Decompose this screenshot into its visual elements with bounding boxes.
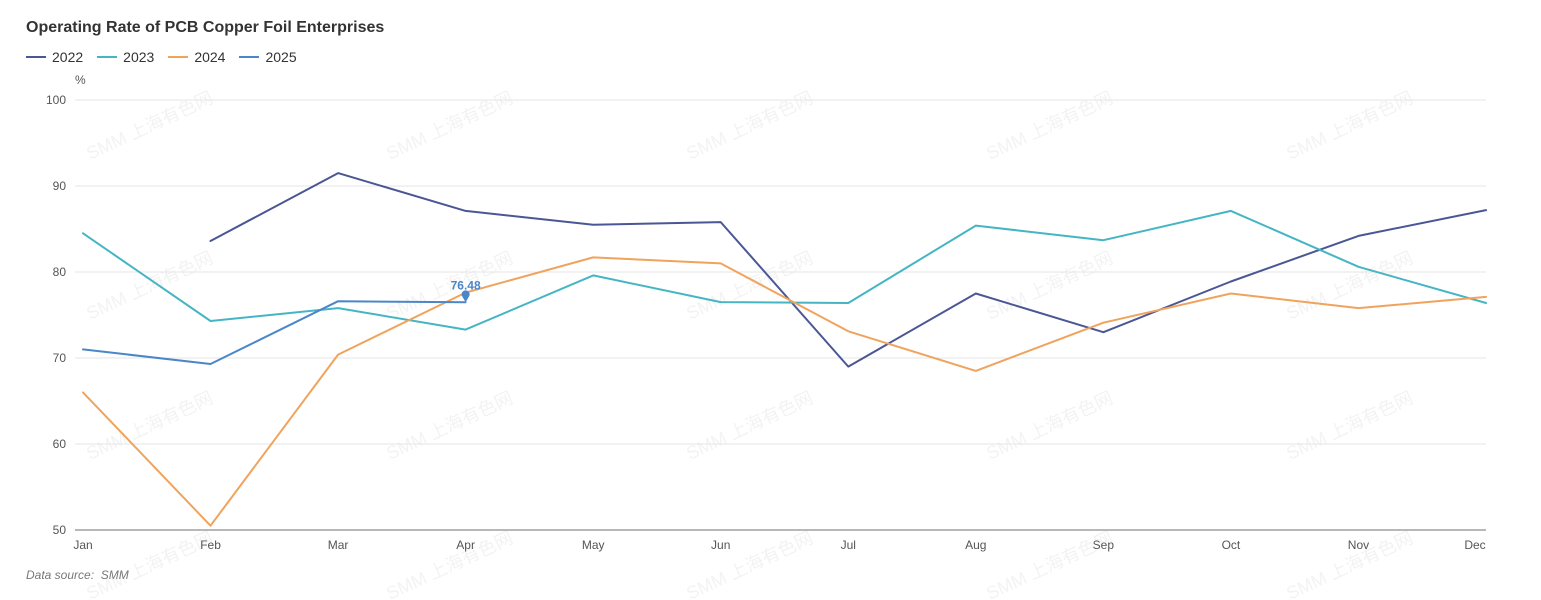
watermark-text: SMM 上海有色网 bbox=[383, 528, 516, 600]
watermark-text: SMM 上海有色网 bbox=[83, 88, 216, 164]
y-tick-label: 70 bbox=[53, 351, 67, 365]
series-line-2022 bbox=[209, 172, 1487, 368]
x-tick-label: Sep bbox=[1093, 538, 1115, 552]
axes: 50 60 70 80 90 100% Jan Feb Mar Apr May Jun Jul Aug Se… bbox=[46, 73, 1486, 552]
watermark-layer: SMM 上海有色网 SMM 上海有色网 SMM 上海有色网 SMM 上海有色网 SMM … bbox=[83, 88, 1416, 600]
legend-item-2025[interactable]: 2025 bbox=[239, 49, 297, 65]
y-tick-label: 50 bbox=[53, 523, 67, 537]
watermark-text: SMM 上海有色网 bbox=[1283, 248, 1416, 324]
watermark-text: SMM 上海有色网 bbox=[83, 248, 216, 324]
data-source-value: SMM bbox=[100, 568, 129, 582]
series-layer bbox=[82, 172, 1487, 527]
series-line-2024 bbox=[82, 256, 1487, 527]
watermark-text: SMM 上海有色网 bbox=[683, 88, 816, 164]
series-line-2025 bbox=[82, 300, 467, 365]
x-tick-label: Aug bbox=[965, 538, 986, 552]
annotation-layer: 76.48 bbox=[451, 278, 481, 303]
legend-swatch bbox=[239, 56, 260, 58]
watermark-text: SMM 上海有色网 bbox=[983, 88, 1116, 164]
legend-label: 2022 bbox=[52, 49, 84, 65]
legend-label: 2024 bbox=[194, 49, 226, 65]
y-axis-unit: % bbox=[75, 73, 86, 87]
data-source: Data source: SMM bbox=[26, 568, 129, 582]
legend-item-2023[interactable]: 2023 bbox=[97, 49, 154, 65]
x-tick-label: Nov bbox=[1348, 538, 1369, 552]
legend-item-2024[interactable]: 2024 bbox=[168, 49, 225, 65]
x-tick-label: Jul bbox=[841, 538, 856, 552]
data-source-label: Data source: bbox=[26, 568, 95, 582]
legend-swatch bbox=[26, 56, 46, 58]
watermark-text: SMM 上海有色网 bbox=[683, 528, 816, 600]
x-tick-label: Feb bbox=[200, 538, 221, 552]
watermark-text: SMM 上海有色网 bbox=[83, 528, 216, 600]
grid-lines bbox=[75, 99, 1486, 445]
watermark-text: SMM 上海有色网 bbox=[383, 248, 516, 324]
watermark-text: SMM 上海有色网 bbox=[1283, 388, 1416, 464]
legend-item-2022[interactable]: 2022 bbox=[26, 49, 83, 65]
x-tick-label: Dec bbox=[1464, 538, 1485, 552]
annotation-marker bbox=[461, 290, 470, 303]
chart-title: Operating Rate of PCB Copper Foil Enterp… bbox=[26, 19, 385, 36]
y-tick-label: 90 bbox=[53, 179, 67, 193]
watermark-text: SMM 上海有色网 bbox=[383, 88, 516, 164]
watermark-text: SMM 上海有色网 bbox=[983, 388, 1116, 464]
watermark-text: SMM 上海有色网 bbox=[1283, 88, 1416, 164]
x-tick-label: Apr bbox=[456, 538, 475, 552]
y-tick-label: 60 bbox=[53, 437, 67, 451]
series-line-2023 bbox=[82, 209, 1487, 331]
watermark-text: SMM 上海有色网 bbox=[83, 388, 216, 464]
watermark-text: SMM 上海有色网 bbox=[983, 248, 1116, 324]
watermark-text: SMM 上海有色网 bbox=[683, 248, 816, 324]
chart-legend: 2022 2023 2024 2025 bbox=[26, 49, 311, 65]
legend-swatch bbox=[97, 56, 118, 58]
watermark-text: SMM 上海有色网 bbox=[383, 388, 516, 464]
x-tick-label: Jun bbox=[711, 538, 730, 552]
legend-label: 2023 bbox=[123, 49, 155, 65]
annotation-label: 76.48 bbox=[451, 278, 481, 292]
y-tick-label: 100 bbox=[46, 93, 66, 107]
x-tick-label: Mar bbox=[328, 538, 349, 552]
legend-swatch bbox=[168, 56, 189, 58]
legend-label: 2025 bbox=[265, 49, 297, 65]
x-tick-label: May bbox=[582, 538, 605, 552]
y-tick-label: 80 bbox=[53, 265, 67, 279]
watermark-text: SMM 上海有色网 bbox=[683, 388, 816, 464]
x-tick-label: Jan bbox=[73, 538, 92, 552]
x-tick-label: Oct bbox=[1222, 538, 1241, 552]
